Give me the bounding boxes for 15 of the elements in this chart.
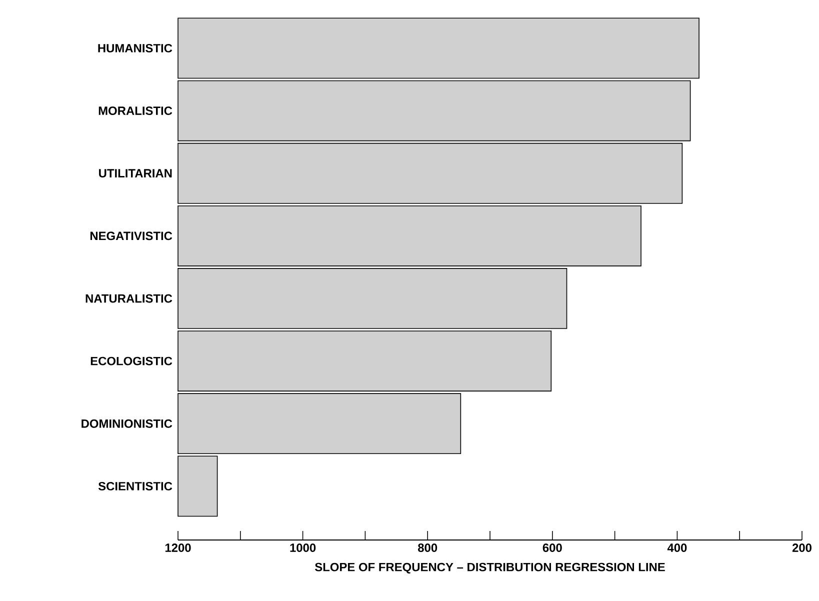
y-tick-label: MORALISTIC [98,106,172,115]
x-tick-label: 1200 [165,544,191,552]
x-tick-label: 600 [542,544,562,552]
y-tick-label: ECOLOGISTIC [90,356,172,366]
x-axis-title: SLOPE OF FREQUENCY – DISTRIBUTION REGRESSION LINE [314,562,665,574]
y-tick-label: DOMINIONISTIC [82,419,172,428]
y-tick-label: NEGATIVISTIC [90,232,172,240]
y-tick-label: SCIENTISTIC [98,482,172,490]
x-tick-label: 800 [418,544,438,552]
y-tick-label: HUMANISTIC [98,44,172,52]
y-tick-label: NATURALISTIC [86,294,172,303]
y-tick-label: UTILITARIAN [99,169,172,178]
x-tick-label: 400 [667,544,687,552]
x-tick-label: 1000 [290,544,316,552]
x-tick-label: 200 [792,544,812,552]
